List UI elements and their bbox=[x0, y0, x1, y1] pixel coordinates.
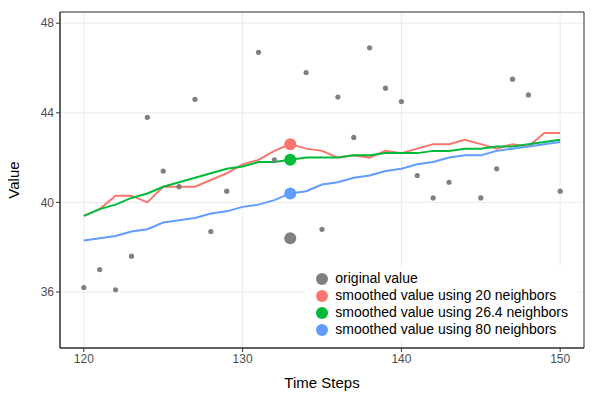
svg-text:150: 150 bbox=[550, 352, 570, 366]
html-text:smoothed value using 26.4 neig: smoothed value using 26.4 neighbors bbox=[335, 304, 568, 320]
svg-text:36: 36 bbox=[41, 285, 55, 299]
svg-text:40: 40 bbox=[41, 196, 55, 210]
svg-text:120: 120 bbox=[74, 352, 94, 366]
svg-text:Time Steps: Time Steps bbox=[284, 374, 359, 391]
svg-text:44: 44 bbox=[41, 106, 55, 120]
svg-text:48: 48 bbox=[41, 16, 55, 30]
svg-text:Value: Value bbox=[8, 161, 22, 198]
html-text:smoothed value using 20 neighb: smoothed value using 20 neighbors bbox=[335, 287, 557, 303]
svg-text:140: 140 bbox=[391, 352, 411, 366]
html-text:smoothed value using 80 neighb: smoothed value using 80 neighbors bbox=[335, 321, 557, 337]
html-text:original value: original value bbox=[335, 270, 418, 286]
svg-text:130: 130 bbox=[233, 352, 253, 366]
